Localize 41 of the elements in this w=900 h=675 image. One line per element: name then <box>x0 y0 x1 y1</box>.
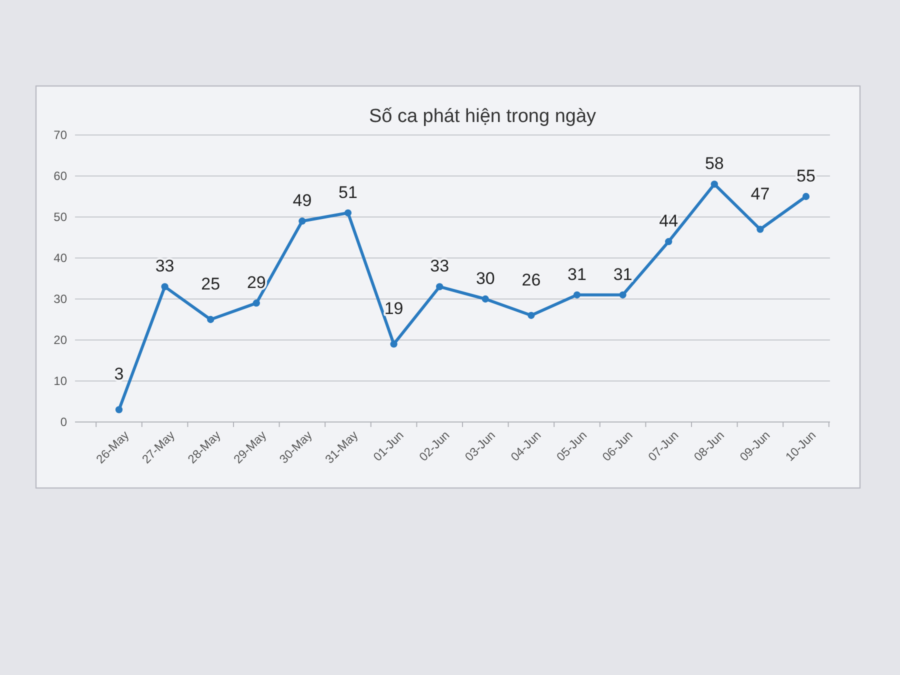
data-label: 47 <box>750 184 770 204</box>
y-tick-label: 30 <box>54 292 68 306</box>
point <box>390 340 398 348</box>
data-label: 29 <box>246 273 266 292</box>
data-label: 55 <box>796 166 816 186</box>
point <box>756 226 764 233</box>
point <box>482 295 489 303</box>
data-label: 51 <box>338 182 358 202</box>
data-label: 33 <box>155 256 174 276</box>
point <box>161 283 168 290</box>
point <box>115 406 123 414</box>
data-label: 31 <box>613 264 632 284</box>
chart-title: Số ca phát hiện trong ngày <box>368 106 597 127</box>
point <box>344 209 352 216</box>
y-tick-label: 40 <box>54 250 68 265</box>
point <box>573 291 581 298</box>
data-label: 44 <box>659 212 678 231</box>
data-label: 30 <box>476 269 495 288</box>
y-tick-label: 10 <box>54 374 68 388</box>
y-tick-label: 20 <box>54 332 68 347</box>
data-label: 58 <box>704 154 724 174</box>
y-tick-label: 60 <box>54 168 68 183</box>
point <box>802 192 810 200</box>
point <box>528 312 535 319</box>
data-label: 19 <box>384 299 404 318</box>
point <box>252 300 260 307</box>
y-tick-label: 70 <box>54 128 68 142</box>
point <box>619 291 626 298</box>
data-label: 25 <box>201 274 220 294</box>
point <box>298 218 306 225</box>
data-label: 33 <box>430 256 450 276</box>
data-label: 26 <box>522 270 541 290</box>
point <box>665 238 672 246</box>
data-label: 49 <box>292 191 312 210</box>
data-label: 31 <box>568 264 586 284</box>
data-label: 3 <box>114 364 124 384</box>
y-tick-label: 50 <box>54 210 68 224</box>
point <box>207 316 214 324</box>
point <box>710 180 718 188</box>
point <box>436 283 444 290</box>
y-tick-label: 0 <box>60 414 68 429</box>
